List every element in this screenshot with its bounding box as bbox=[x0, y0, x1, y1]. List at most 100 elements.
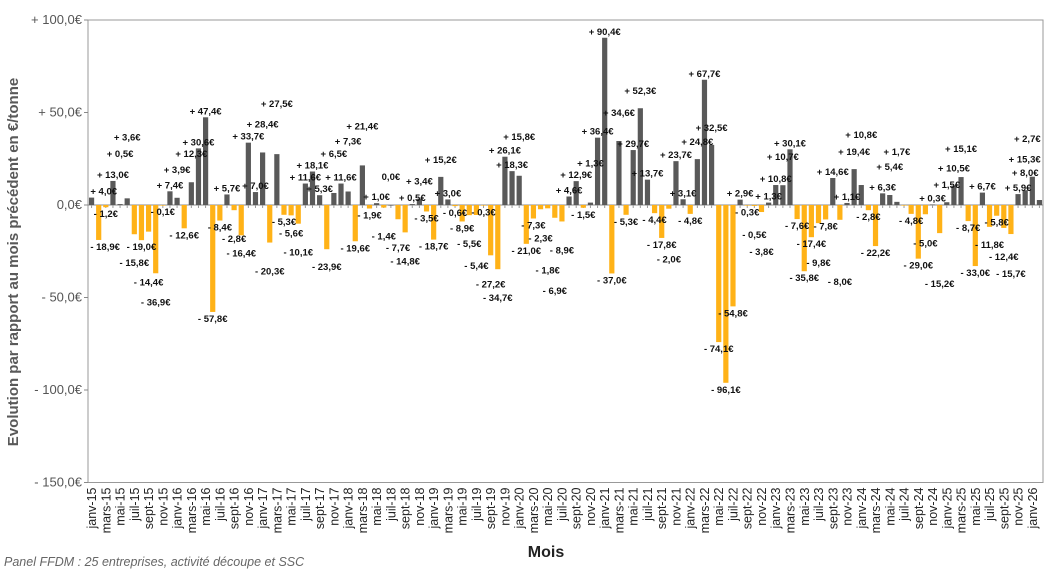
data-label: + 23,7€ bbox=[660, 150, 693, 161]
data-label: + 15,2€ bbox=[425, 155, 458, 166]
data-label: + 11,6€ bbox=[325, 173, 357, 184]
x-tick-label: nov-16 bbox=[242, 487, 256, 525]
bar-positive bbox=[409, 204, 415, 205]
x-tick-label: janv-19 bbox=[427, 487, 441, 529]
bar-negative bbox=[609, 205, 615, 274]
bar-positive bbox=[1036, 200, 1043, 205]
bar-negative bbox=[751, 205, 757, 206]
bar-positive bbox=[188, 182, 194, 205]
bar-positive bbox=[880, 193, 886, 205]
x-tick-label: mai-17 bbox=[285, 487, 299, 525]
data-label: + 13,7€ bbox=[631, 169, 664, 180]
bar-negative bbox=[473, 205, 480, 215]
data-label: - 7,3€ bbox=[521, 221, 546, 232]
data-label: + 15,1€ bbox=[945, 144, 978, 155]
bar-positive bbox=[388, 205, 394, 206]
bar-positive bbox=[637, 108, 643, 205]
bar-negative bbox=[281, 205, 287, 215]
bar-negative bbox=[922, 205, 929, 215]
x-tick-labels: janv-15 mars-15 mai-15 juil-15 sept-15 nov-15… bbox=[85, 487, 1040, 533]
data-label: - 5,4€ bbox=[464, 261, 489, 272]
bar-negative bbox=[865, 205, 871, 211]
bar-negative bbox=[523, 205, 529, 244]
bar-negative bbox=[103, 205, 109, 208]
data-label: + 5,4€ bbox=[876, 162, 903, 173]
data-label: + 1,1€ bbox=[834, 192, 861, 203]
data-label: + 1,0€ bbox=[363, 192, 390, 203]
data-label: - 12,6€ bbox=[169, 230, 199, 241]
x-tick-label: juil-21 bbox=[641, 487, 655, 521]
data-label: - 14,8€ bbox=[390, 256, 420, 267]
bar-positive bbox=[195, 148, 202, 205]
bar-positive bbox=[737, 199, 743, 205]
bar-negative bbox=[666, 205, 672, 209]
data-label: + 36,4€ bbox=[582, 127, 615, 138]
y-tick-label: - 100,0€ bbox=[34, 382, 82, 397]
bar-positive bbox=[202, 117, 209, 205]
x-tick-label: mars-17 bbox=[270, 487, 284, 533]
data-label: - 2,8€ bbox=[222, 234, 247, 245]
data-label: + 24,8€ bbox=[681, 137, 714, 148]
bar-positive bbox=[602, 37, 608, 206]
data-label: - 20,3€ bbox=[255, 267, 285, 278]
data-label: - 12,4€ bbox=[989, 252, 1019, 263]
data-label: + 34,6€ bbox=[603, 108, 636, 119]
bar-negative bbox=[908, 205, 914, 214]
bar-negative bbox=[488, 205, 494, 256]
bar-negative bbox=[366, 205, 373, 209]
bar-positive bbox=[117, 204, 123, 205]
bar-negative bbox=[153, 205, 159, 274]
x-tick-label: sept-17 bbox=[313, 487, 327, 529]
bar-negative bbox=[480, 205, 487, 206]
data-label: - 0,6€ bbox=[443, 208, 468, 219]
bar-positive bbox=[331, 192, 337, 205]
x-tick-label: janv-22 bbox=[684, 487, 698, 529]
bar-positive bbox=[587, 202, 594, 205]
data-label: + 10,8€ bbox=[845, 130, 878, 141]
bar-positive bbox=[502, 156, 508, 205]
data-label: + 3,6€ bbox=[114, 132, 141, 143]
bar-positive bbox=[944, 202, 950, 205]
data-label: - 4,4€ bbox=[642, 215, 667, 226]
bar-positive bbox=[274, 154, 280, 205]
x-tick-label: sept-24 bbox=[912, 487, 926, 529]
data-label: - 19,0€ bbox=[127, 242, 157, 253]
data-label: + 6,5€ bbox=[321, 149, 348, 160]
bar-positive bbox=[345, 191, 351, 205]
x-tick-label: janv-15 bbox=[85, 487, 99, 529]
x-tick-label: nov-23 bbox=[841, 487, 855, 525]
bar-positive bbox=[374, 203, 380, 205]
data-label: - 4,8€ bbox=[899, 216, 924, 227]
bar-negative bbox=[545, 205, 551, 209]
bar-negative bbox=[395, 205, 401, 220]
data-label: - 1,2€ bbox=[94, 209, 119, 220]
bar-negative bbox=[723, 205, 729, 383]
x-tick-label: juil-23 bbox=[812, 487, 826, 521]
data-label: + 52,3€ bbox=[624, 86, 657, 97]
data-labels: + 4,0€ - 18,9€ - 1,2€ + 13,0€ + 0,5€ + 3,6€ - … bbox=[90, 27, 1041, 396]
x-tick-label: janv-23 bbox=[769, 487, 783, 529]
data-label: - 27,2€ bbox=[476, 279, 506, 290]
data-label: - 5,3€ bbox=[614, 217, 639, 228]
bar-positive bbox=[566, 196, 572, 205]
bar-negative bbox=[986, 205, 993, 227]
bar-negative bbox=[537, 205, 544, 210]
data-label: + 5,9€ bbox=[1005, 183, 1032, 194]
data-label: - 10,1€ bbox=[283, 248, 313, 259]
data-label: 0,0€ bbox=[382, 172, 401, 183]
bar-negative bbox=[131, 205, 137, 235]
data-label: + 3,1€ bbox=[670, 188, 697, 199]
x-tick-label: nov-19 bbox=[498, 487, 512, 525]
bar-positive bbox=[317, 195, 323, 205]
bar-negative bbox=[352, 205, 358, 242]
bar-negative bbox=[423, 205, 430, 212]
data-label: - 34,7€ bbox=[483, 293, 513, 304]
x-tick-label: juil-25 bbox=[983, 487, 997, 521]
data-label: - 19,6€ bbox=[340, 243, 370, 254]
x-axis-title: Mois bbox=[528, 544, 565, 561]
data-label: - 5,6€ bbox=[279, 228, 304, 239]
bar-negative bbox=[730, 205, 736, 307]
data-label: - 36,9€ bbox=[141, 297, 171, 308]
bars bbox=[88, 37, 1043, 383]
